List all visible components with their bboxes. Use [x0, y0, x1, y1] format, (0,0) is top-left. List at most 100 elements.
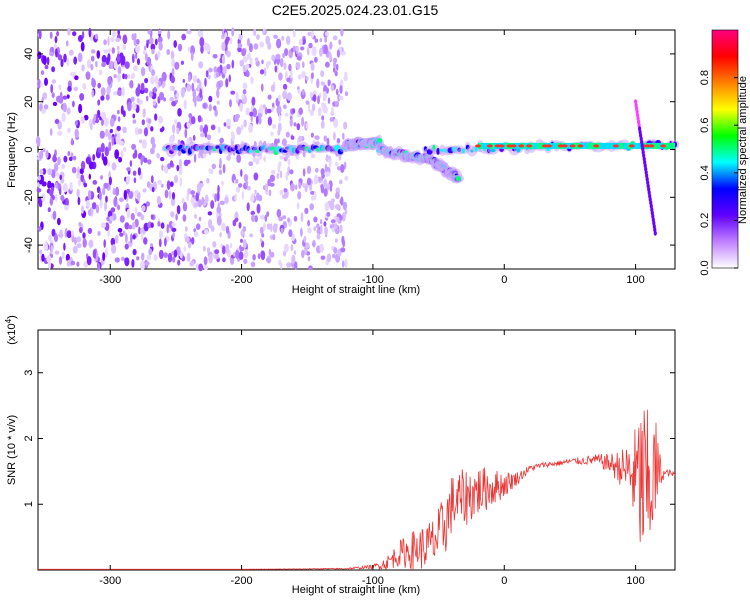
noise-blob	[114, 234, 119, 244]
noise-blob	[157, 221, 161, 227]
noise-blob	[172, 124, 176, 134]
x-tick-label: 0	[501, 575, 507, 587]
noise-blob	[235, 91, 239, 102]
noise-blob	[69, 181, 73, 191]
noise-blob	[162, 165, 168, 173]
noise-blob	[284, 71, 288, 81]
noise-blob	[251, 96, 256, 106]
noise-blob	[116, 89, 122, 96]
noise-blob	[127, 74, 131, 79]
noise-blob	[51, 79, 57, 84]
noise-blob	[267, 178, 271, 187]
noise-blob	[260, 250, 266, 261]
carrier-peak	[526, 144, 533, 148]
noise-blob	[169, 135, 174, 144]
carrier-band	[655, 142, 660, 149]
noise-blob	[77, 179, 82, 187]
noise-blob	[190, 51, 194, 61]
noise-blob	[99, 130, 105, 139]
noise-blob	[329, 41, 333, 50]
noise-blob	[195, 192, 199, 202]
noise-blob	[131, 143, 137, 150]
noise-blob	[168, 190, 172, 200]
noise-blob	[46, 56, 50, 66]
noise-blob	[308, 265, 313, 271]
noise-blob	[219, 137, 224, 144]
noise-blob	[283, 188, 288, 193]
noise-blob	[282, 52, 285, 59]
noise-blob	[217, 184, 220, 194]
noise-blob	[334, 238, 338, 243]
noise-blob	[73, 86, 79, 92]
noise-blob	[90, 63, 94, 71]
y-tick-label: 40	[23, 48, 35, 60]
noise-blob	[266, 211, 270, 217]
noise-blob	[322, 91, 328, 100]
noise-blob	[41, 181, 47, 187]
noise-blob	[217, 202, 220, 212]
noise-blob	[310, 30, 315, 39]
noise-blob	[110, 37, 115, 43]
snr-ylabel: SNR (10 * v/v)	[6, 415, 18, 485]
noise-blob	[106, 216, 111, 222]
noise-blob	[268, 248, 271, 256]
noise-blob	[248, 161, 254, 167]
noise-blob	[314, 135, 320, 140]
noise-blob	[335, 192, 340, 199]
noise-blob	[120, 256, 125, 261]
noise-blob	[262, 28, 266, 35]
noise-blob	[140, 231, 144, 241]
noise-blob	[191, 237, 195, 245]
noise-blob	[321, 173, 325, 179]
noise-blob	[157, 179, 162, 185]
noise-blob	[143, 157, 148, 163]
noise-blob	[118, 197, 124, 203]
noise-blob	[110, 207, 116, 213]
noise-blob	[295, 184, 298, 190]
noise-blob	[297, 74, 302, 80]
noise-blob	[111, 162, 117, 171]
noise-blob	[196, 97, 202, 102]
noise-blob	[261, 240, 265, 248]
noise-blob	[151, 48, 155, 55]
noise-blob	[320, 255, 326, 260]
noise-blob	[225, 225, 230, 234]
noise-blob	[319, 224, 323, 235]
noise-blob	[250, 195, 255, 203]
noise-blob	[341, 260, 345, 268]
noise-blob	[52, 155, 57, 163]
noise-blob	[187, 241, 192, 249]
noise-blob	[158, 115, 164, 124]
noise-blob	[245, 70, 250, 78]
noise-blob	[290, 47, 294, 53]
noise-blob	[101, 118, 104, 126]
noise-blob	[157, 50, 161, 59]
carrier-band	[588, 142, 593, 149]
noise-blob	[65, 253, 70, 262]
noise-blob	[124, 257, 130, 267]
spectrogram-y-ticks: -40 -20 0 20 40	[23, 48, 675, 253]
noise-blob	[52, 101, 58, 107]
noise-blob	[135, 38, 140, 45]
noise-blob	[72, 31, 77, 37]
noise-blob	[153, 86, 157, 94]
noise-blob	[286, 262, 292, 268]
x-tick-label: 100	[626, 274, 644, 286]
noise-blob	[51, 92, 55, 98]
noise-blob	[201, 196, 205, 205]
noise-blob	[296, 62, 301, 70]
noise-blob	[141, 205, 146, 212]
noise-blob	[186, 83, 192, 92]
noise-blob	[66, 40, 69, 47]
noise-blob	[175, 213, 178, 221]
noise-blob	[116, 125, 121, 132]
noise-blob	[251, 214, 256, 222]
noise-blob	[54, 250, 60, 255]
noise-blob	[77, 166, 80, 175]
noise-blob	[234, 217, 239, 222]
noise-blob	[328, 51, 332, 61]
carrier-band	[635, 142, 640, 149]
noise-blob	[269, 182, 275, 187]
noise-blob	[243, 119, 247, 128]
noise-blob	[331, 198, 335, 204]
